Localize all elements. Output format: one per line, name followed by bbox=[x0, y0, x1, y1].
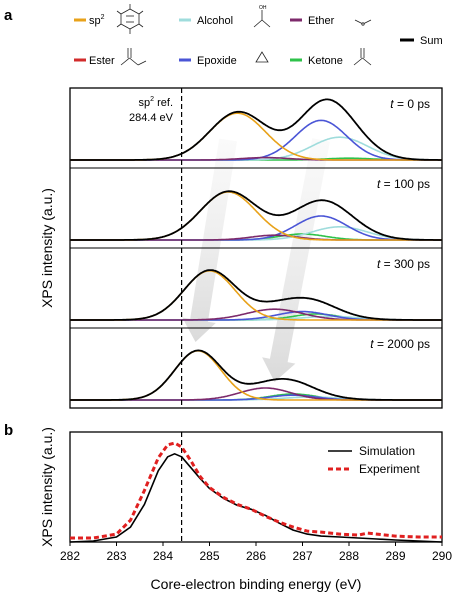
reference-value: 284.4 eV bbox=[129, 112, 174, 124]
panel-a-ylabel: XPS intensity (a.u.) bbox=[39, 188, 55, 308]
legend-ester: Ester bbox=[74, 48, 147, 67]
component-sp2-curve bbox=[70, 191, 442, 241]
time-label-1: t = 100 ps bbox=[377, 177, 430, 191]
legend-epoxide-label: Epoxide bbox=[197, 55, 237, 67]
panel-b: XPS intensity (a.u.) 282 283 284 285 286 287 2… bbox=[39, 427, 452, 592]
panel-b-label: b bbox=[4, 422, 13, 439]
legend-alcohol: Alcohol OH bbox=[179, 5, 271, 28]
sum-curve bbox=[70, 269, 442, 321]
alcohol-group-icon: OH bbox=[253, 5, 271, 28]
aromatic-ring-icon bbox=[116, 4, 144, 34]
legend-simulation-label: Simulation bbox=[359, 444, 415, 458]
component-alcohol-curve bbox=[70, 226, 442, 241]
legend-experiment-label: Experiment bbox=[359, 462, 420, 476]
component-sp2-curve bbox=[70, 350, 442, 401]
x-tick-label: 285 bbox=[199, 549, 219, 563]
panel-a: XPS intensity (a.u.) sp2 ref. 284.4 eV t… bbox=[39, 87, 443, 409]
legend-sum: Sum bbox=[400, 35, 443, 47]
component-sp2-curve bbox=[70, 270, 442, 321]
shift-arrow bbox=[262, 138, 330, 382]
time-label-0: t = 0 ps bbox=[390, 97, 430, 111]
x-tick-label: 283 bbox=[106, 549, 126, 563]
sum-curve bbox=[70, 98, 442, 161]
reference-label: sp2 ref. bbox=[139, 96, 173, 109]
time-label-3: t = 2000 ps bbox=[370, 337, 430, 351]
ketone-group-icon bbox=[353, 48, 372, 66]
legend-epoxide: Epoxide bbox=[179, 51, 269, 67]
legend-sp2-label: sp2 bbox=[89, 14, 105, 27]
x-tick-label: 284 bbox=[153, 549, 173, 563]
panel-b-ylabel: XPS intensity (a.u.) bbox=[39, 427, 55, 547]
legend-ether-label: Ether bbox=[308, 15, 335, 27]
legend-sp2: sp2 bbox=[74, 4, 144, 34]
legend-ketone: Ketone bbox=[290, 48, 372, 67]
component-alcohol-curve bbox=[70, 136, 442, 161]
experiment-line bbox=[70, 441, 442, 540]
sum-curve bbox=[70, 349, 442, 401]
x-tick-label: 289 bbox=[385, 549, 405, 563]
time-label-2: t = 300 ps bbox=[377, 257, 430, 271]
legend-ester-label: Ester bbox=[89, 55, 115, 67]
sum-curve bbox=[70, 190, 442, 241]
legend-alcohol-label: Alcohol bbox=[197, 15, 233, 27]
svg-text:OH: OH bbox=[259, 5, 267, 11]
ester-group-icon bbox=[120, 48, 147, 66]
panel-b-xlabel: Core-electron binding energy (eV) bbox=[151, 576, 362, 592]
x-tick-label: 288 bbox=[339, 549, 359, 563]
panel-a-label: a bbox=[4, 7, 13, 24]
x-tick-label: 286 bbox=[246, 549, 266, 563]
panel-b-legend: Simulation Experiment bbox=[328, 444, 420, 476]
legend-ether: Ether bbox=[290, 15, 372, 27]
legend-sum-label: Sum bbox=[420, 35, 443, 47]
ether-group-icon bbox=[354, 19, 372, 26]
epoxide-group-icon bbox=[255, 51, 269, 63]
legend-ketone-label: Ketone bbox=[308, 55, 343, 67]
x-tick-label: 282 bbox=[60, 549, 80, 563]
x-tick-label: 287 bbox=[292, 549, 312, 563]
x-tick-label: 290 bbox=[432, 549, 452, 563]
